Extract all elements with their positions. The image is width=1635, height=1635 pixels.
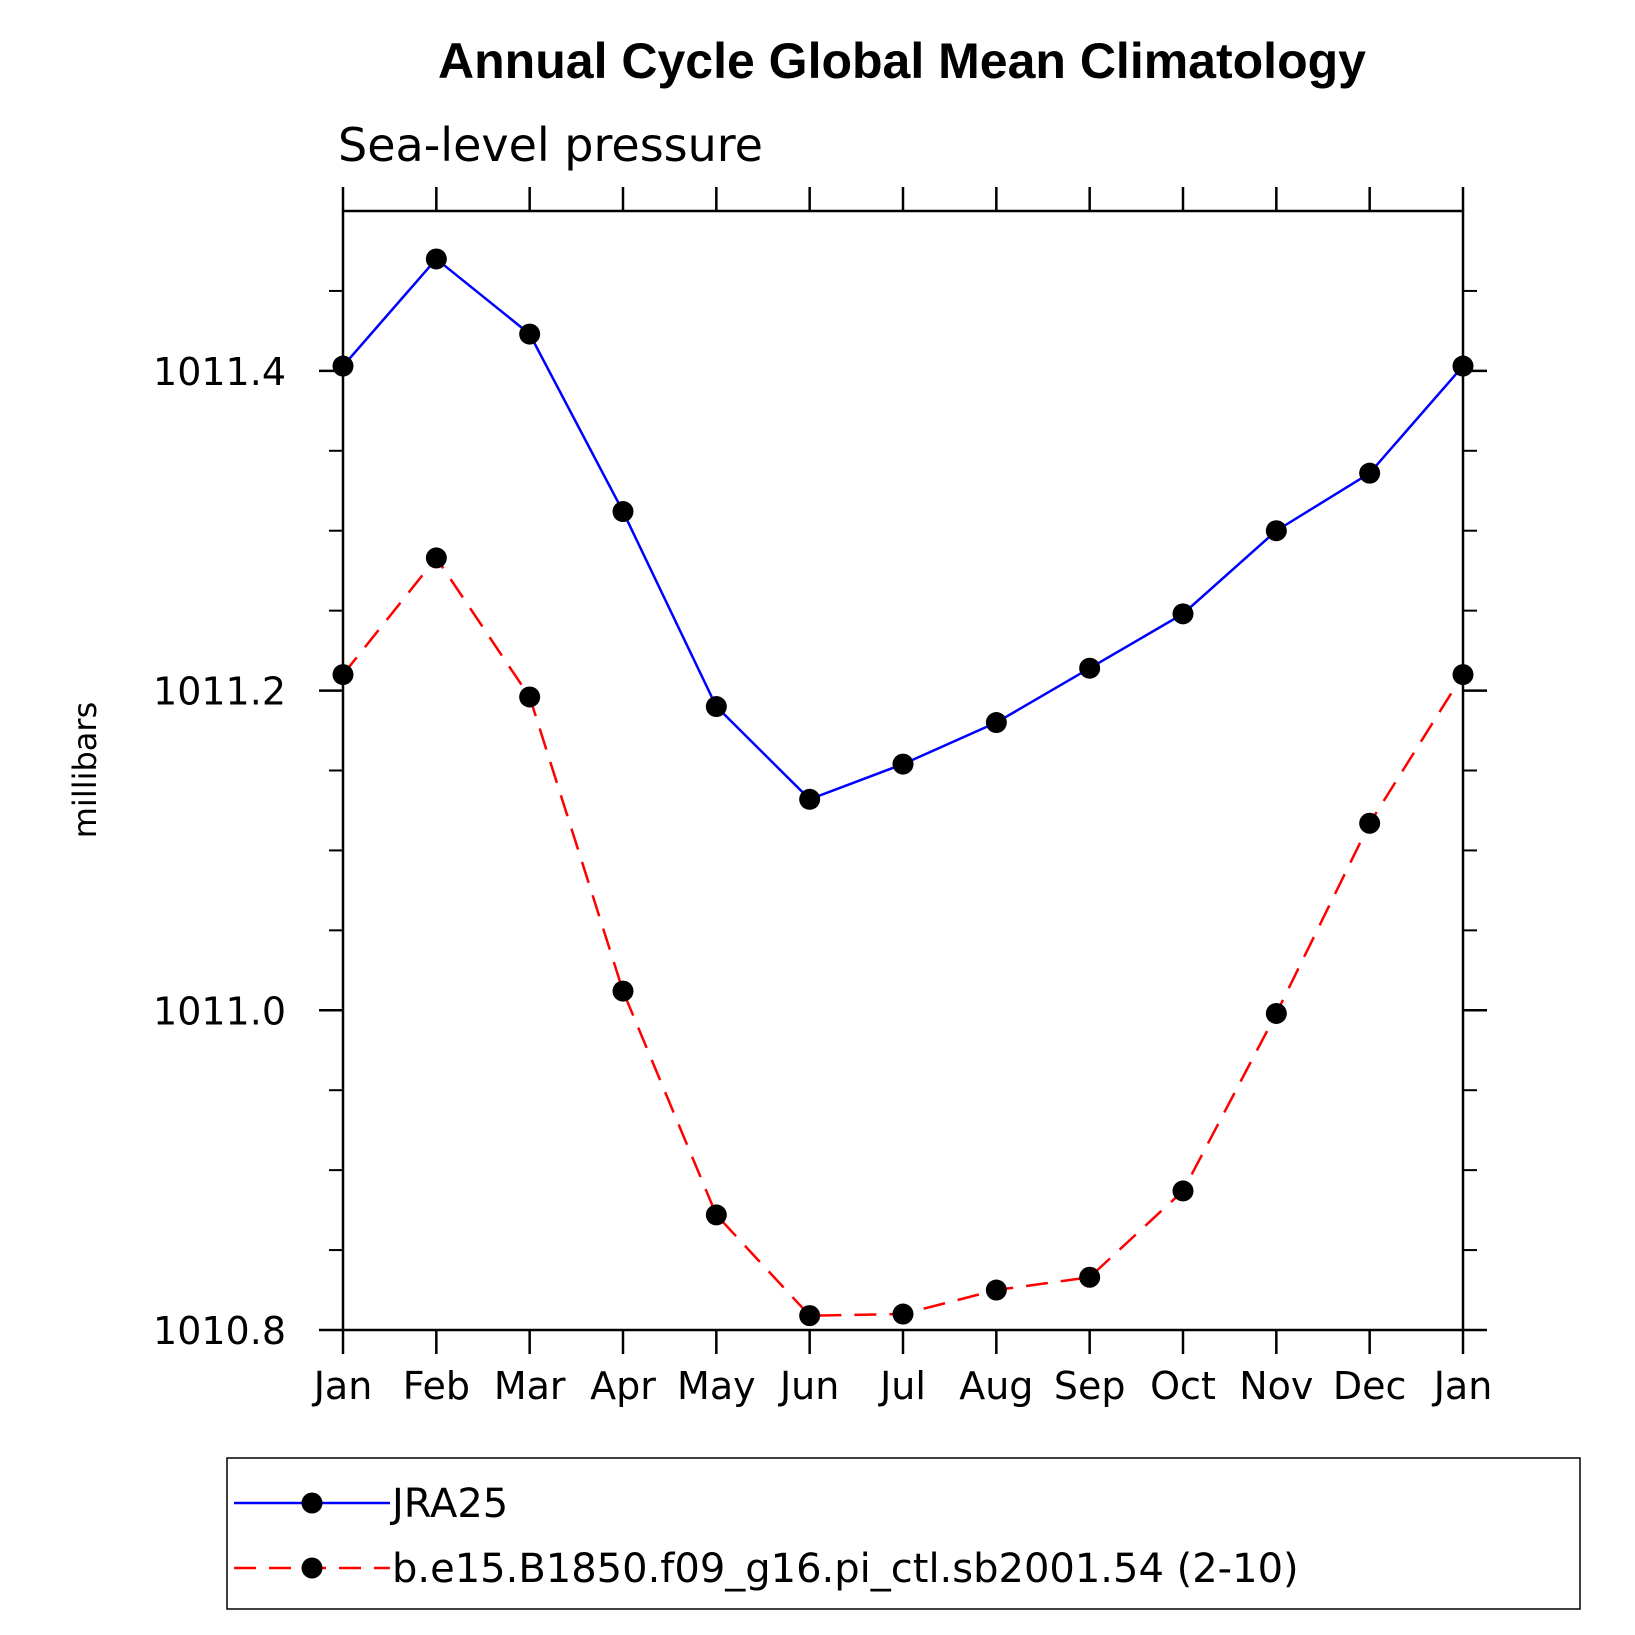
series-2-point — [1265, 1002, 1287, 1024]
series-2-point — [705, 1204, 727, 1226]
y-axis-label: millibars — [66, 702, 104, 838]
series-2-point — [1452, 664, 1474, 686]
x-tick-label: Dec — [1333, 1364, 1407, 1408]
x-tick-label: Nov — [1239, 1364, 1313, 1408]
series-2-point — [425, 547, 447, 569]
chart-subtitle: Sea-level pressure — [338, 118, 763, 172]
y-tick-label: 1011.0 — [153, 989, 286, 1033]
series-2-point — [1172, 1180, 1194, 1202]
series-1-point — [799, 788, 821, 810]
series-1-point — [1452, 355, 1474, 377]
series-2-point — [519, 686, 541, 708]
axis-tick-labels: Jan Feb Mar Apr May Jun Jul Aug Sep Oct Nov Dec Jan 1… — [153, 350, 1492, 1408]
series-1-point — [1265, 520, 1287, 542]
x-tick-label: Jan — [1432, 1364, 1493, 1408]
series-2-point — [1079, 1266, 1101, 1288]
y-tick-label: 1011.2 — [153, 670, 286, 714]
legend-box — [226, 1457, 1581, 1610]
series-1-point — [1359, 462, 1381, 484]
x-tick-label: Aug — [959, 1364, 1033, 1408]
series-line-1 — [342, 257, 1464, 801]
x-tick-label: Jan — [312, 1364, 373, 1408]
series-1-point — [892, 753, 914, 775]
series-1-point — [425, 248, 447, 270]
legend-marker — [301, 1492, 323, 1514]
chart-title: Annual Cycle Global Mean Climatology — [438, 33, 1366, 89]
x-tick-label: Jun — [778, 1364, 839, 1408]
series-1-point — [705, 696, 727, 718]
series-1-point — [1172, 603, 1194, 625]
series-1-point — [519, 323, 541, 345]
legend-items: JRA25 b.e15.B1850.f09_g16.pi_ctl.sb2001.5… — [234, 1481, 1299, 1592]
y-tick-label: 1011.4 — [153, 350, 286, 394]
series-2-point — [892, 1303, 914, 1325]
series-1-point — [332, 355, 354, 377]
x-tick-label: Jul — [878, 1364, 926, 1408]
series-2-point — [799, 1305, 821, 1327]
axis-ticks — [319, 187, 1487, 1354]
x-tick-label: Sep — [1054, 1364, 1126, 1408]
series-line-2 — [342, 555, 1465, 1317]
x-tick-label: Apr — [590, 1364, 656, 1408]
legend-marker — [301, 1557, 323, 1579]
x-tick-label: May — [677, 1364, 756, 1408]
legend-label: b.e15.B1850.f09_g16.pi_ctl.sb2001.54 (2-… — [392, 1546, 1299, 1592]
x-tick-label: Feb — [403, 1364, 470, 1408]
series-layer — [332, 248, 1474, 1327]
series-1-point — [1079, 657, 1101, 679]
series-2-point — [612, 980, 634, 1002]
series-2-point — [1359, 812, 1381, 834]
legend: JRA25 b.e15.B1850.f09_g16.pi_ctl.sb2001.5… — [226, 1457, 1581, 1610]
y-tick-label: 1010.8 — [153, 1309, 286, 1353]
series-2-point — [332, 664, 354, 686]
series-1-point — [612, 501, 634, 523]
series-1-point — [985, 712, 1007, 734]
x-tick-label: Mar — [494, 1364, 566, 1408]
series-2-point — [985, 1279, 1007, 1301]
legend-label: JRA25 — [389, 1481, 508, 1527]
x-tick-label: Oct — [1150, 1364, 1216, 1408]
